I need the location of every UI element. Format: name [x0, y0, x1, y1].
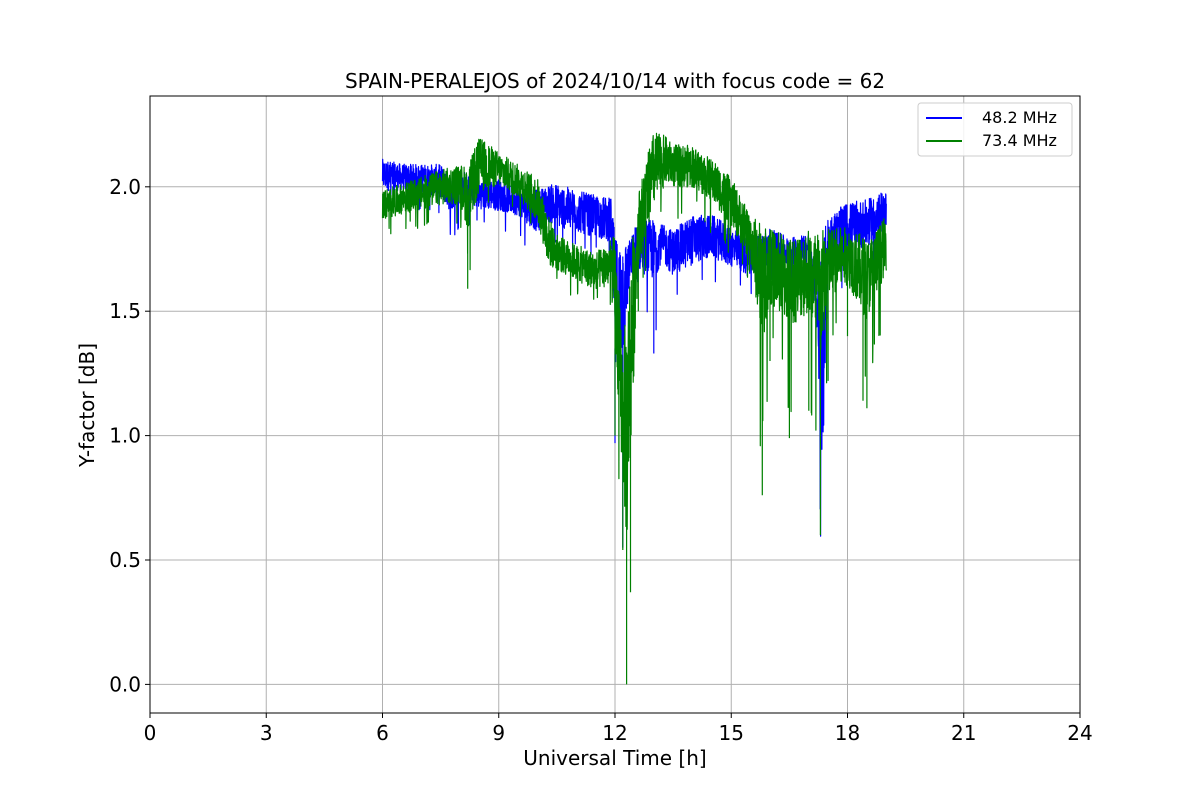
y-tick-label: 0.5	[109, 548, 141, 572]
axis-ticks: 0 3 6 9 12 15 18 21 24 0.0 0.5 1.0 1.5 2.0	[109, 175, 1093, 745]
chart-title: SPAIN-PERALEJOS of 2024/10/14 with focus…	[345, 69, 885, 93]
x-tick-label: 9	[492, 721, 505, 745]
y-tick-label: 0.0	[109, 672, 141, 696]
x-tick-label: 24	[1067, 721, 1092, 745]
x-tick-label: 15	[719, 721, 744, 745]
x-tick-label: 0	[144, 721, 157, 745]
y-axis-title: Y-factor [dB]	[75, 343, 99, 468]
plot-area	[381, 132, 887, 685]
y-tick-label: 1.5	[109, 299, 141, 323]
x-tick-label: 12	[602, 721, 627, 745]
x-tick-label: 18	[835, 721, 860, 745]
legend-label-73mhz: 73.4 MHz	[982, 131, 1057, 150]
legend-frame	[917, 102, 1073, 157]
x-tick-label: 6	[376, 721, 389, 745]
x-tick-label: 3	[260, 721, 273, 745]
series-line	[381, 132, 887, 685]
x-axis-title: Universal Time [h]	[523, 746, 706, 770]
y-tick-label: 2.0	[109, 175, 141, 199]
x-tick-label: 21	[951, 721, 976, 745]
y-tick-label: 1.0	[109, 424, 141, 448]
legend-label-48mhz: 48.2 MHz	[982, 108, 1057, 127]
legend: 48.2 MHz 73.4 MHz	[917, 102, 1073, 157]
